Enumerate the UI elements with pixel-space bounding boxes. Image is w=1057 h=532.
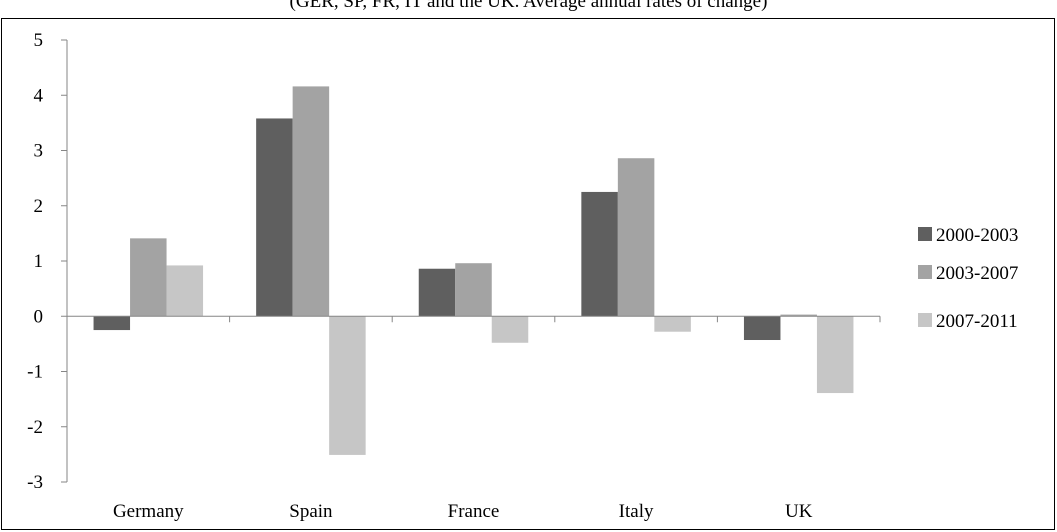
legend-label: 2003-2007	[936, 263, 1018, 284]
legend-swatch	[918, 313, 932, 327]
x-tick-label: Germany	[113, 501, 184, 522]
x-tick-label: UK	[785, 501, 813, 522]
bar-2000-2003-UK	[743, 316, 781, 341]
y-tick-label: -3	[27, 472, 43, 493]
legend-label: 2007-2011	[936, 311, 1018, 332]
bar-2000-2003-Spain	[256, 118, 293, 317]
bar-2003-2007-Germany	[130, 238, 167, 317]
bar-2003-2007-France	[455, 263, 492, 317]
bar-2003-2007-UK	[780, 314, 817, 317]
y-tick-label: 4	[34, 85, 44, 106]
y-tick-label: 3	[34, 141, 44, 162]
legend-swatch	[918, 265, 932, 279]
y-tick-label: 5	[34, 30, 44, 51]
bar-2007-2011-Italy	[654, 316, 691, 332]
bar-2007-2011-UK	[816, 316, 854, 394]
bar-2000-2003-France	[418, 268, 456, 317]
x-tick-label: Italy	[619, 501, 654, 522]
legend-swatch	[918, 227, 932, 241]
bar-2000-2003-Germany	[93, 316, 131, 331]
bar-2003-2007-Spain	[292, 86, 330, 317]
bar-2003-2007-Italy	[617, 158, 655, 317]
y-tick-label: 0	[34, 306, 44, 327]
x-tick-label: Spain	[289, 501, 333, 522]
chart-frame	[1, 18, 1055, 530]
bar-2007-2011-France	[491, 316, 529, 343]
bar-2000-2003-Italy	[581, 191, 618, 317]
x-tick-label: France	[448, 501, 500, 522]
y-tick-label: 1	[34, 251, 44, 272]
y-tick-label: 2	[34, 196, 44, 217]
legend-label: 2000-2003	[936, 225, 1018, 246]
y-tick-label: -1	[27, 362, 43, 383]
chart-subtitle: (GER, SP, FR, IT and the UK. Average ann…	[289, 0, 768, 12]
bar-2007-2011-Germany	[166, 265, 204, 317]
bar-2007-2011-Spain	[329, 316, 366, 455]
y-tick-label: -2	[27, 417, 43, 438]
